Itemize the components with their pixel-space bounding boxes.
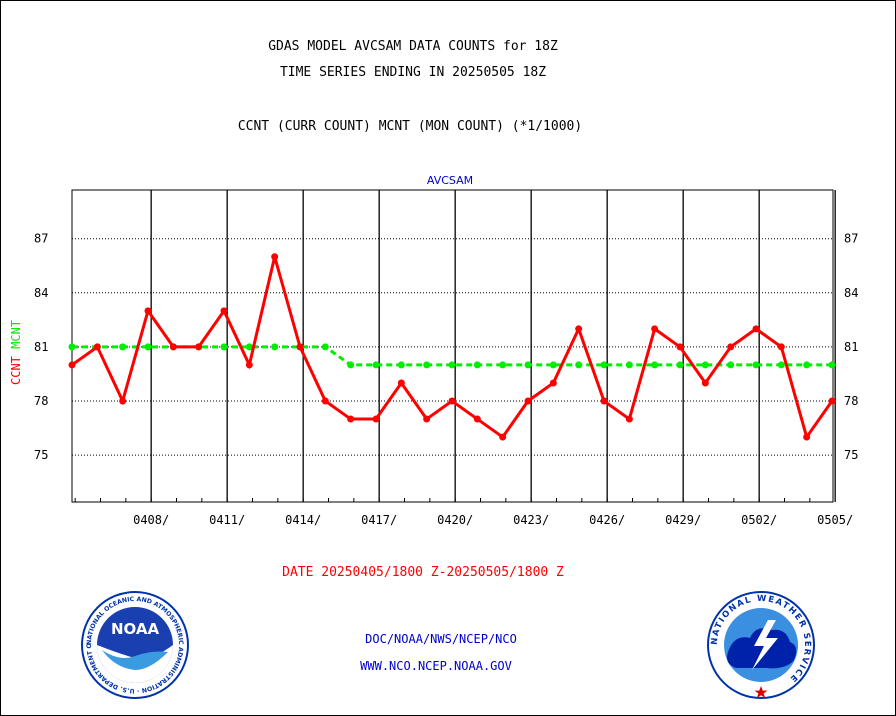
ccnt-point (777, 343, 785, 351)
ccnt-point (448, 397, 456, 405)
x-tick-label: 0420/ (437, 513, 473, 527)
ccnt-point (93, 343, 101, 351)
ccnt-point (271, 253, 279, 261)
x-tick-label: 0502/ (741, 513, 777, 527)
y-axis-label-ccnt: CCNT (9, 349, 23, 385)
y-axis-label: CCNT MCNT (9, 320, 23, 385)
y-axis-label-mcnt: MCNT (9, 320, 23, 349)
mcnt-point (625, 361, 633, 369)
ccnt-point (752, 325, 760, 333)
chart-series-title: AVCSAM (427, 174, 473, 187)
mcnt-point (676, 361, 684, 369)
y-tick-label-left: 84 (34, 286, 48, 300)
chart-subtitle: CCNT (CURR COUNT) MCNT (MON COUNT) (*1/1… (237, 119, 583, 134)
mcnt-point (549, 361, 557, 369)
mcnt-point (575, 361, 583, 369)
mcnt-point (144, 343, 152, 351)
nws-logo: NATIONAL WEATHER SERVICE (707, 591, 815, 699)
ccnt-point (119, 397, 127, 405)
mcnt-point (448, 361, 456, 369)
mcnt-point (803, 361, 811, 369)
y-tick-label-right: 87 (844, 232, 858, 246)
ccnt-point (397, 379, 405, 387)
noaa-wordmark: NOAA (111, 620, 160, 638)
x-tick-label: 0414/ (285, 513, 321, 527)
mcnt-point (828, 361, 836, 369)
mcnt-point (372, 361, 380, 369)
ccnt-point (68, 361, 76, 369)
ccnt-point (296, 343, 304, 351)
ccnt-point (549, 379, 557, 387)
x-tick-label: 0417/ (361, 513, 397, 527)
mcnt-point (347, 361, 355, 369)
ccnt-point (524, 397, 532, 405)
mcnt-point (600, 361, 608, 369)
ccnt-point (169, 343, 177, 351)
ccnt-point (727, 343, 735, 351)
mcnt-point (68, 343, 76, 351)
ccnt-point (499, 433, 507, 441)
mcnt-point (245, 343, 253, 351)
org-line: DOC/NOAA/NWS/NCEP/NCO (365, 632, 517, 646)
ccnt-point (803, 433, 811, 441)
mcnt-point (701, 361, 709, 369)
ccnt-point (321, 397, 329, 405)
mcnt-point (651, 361, 659, 369)
ccnt-point (473, 415, 481, 423)
ccnt-point (245, 361, 253, 369)
ccnt-point (676, 343, 684, 351)
x-tick-label: 0411/ (209, 513, 245, 527)
chart-title-line-1: GDAS MODEL AVCSAM DATA COUNTS for 18Z (268, 39, 558, 54)
y-tick-label-left: 75 (34, 448, 48, 462)
ccnt-point (575, 325, 583, 333)
mcnt-point (727, 361, 735, 369)
y-tick-label-left: 81 (34, 340, 48, 354)
mcnt-point (321, 343, 329, 351)
ccnt-point (195, 343, 203, 351)
mcnt-point (524, 361, 532, 369)
x-tick-label: 0408/ (133, 513, 169, 527)
ccnt-point (423, 415, 431, 423)
mcnt-point (220, 343, 228, 351)
ccnt-point (701, 379, 709, 387)
y-tick-label-left: 78 (34, 394, 48, 408)
mcnt-point (271, 343, 279, 351)
ccnt-point (347, 415, 355, 423)
ccnt-point (372, 415, 380, 423)
noaa-logo: NOAA NATIONAL OCEANIC AND ATMOSPHERIC AD… (80, 590, 189, 699)
ccnt-point (828, 397, 836, 405)
url-line: WWW.NCO.NCEP.NOAA.GOV (360, 659, 512, 673)
mcnt-point (499, 361, 507, 369)
mcnt-point (752, 361, 760, 369)
mcnt-point (397, 361, 405, 369)
mcnt-point (423, 361, 431, 369)
y-tick-label-right: 78 (844, 394, 858, 408)
y-tick-label-left: 87 (34, 232, 48, 246)
chart-title-line-2: TIME SERIES ENDING IN 20250505 18Z (279, 65, 547, 80)
mcnt-point (777, 361, 785, 369)
mcnt-point (473, 361, 481, 369)
y-tick-label-right: 84 (844, 286, 858, 300)
x-tick-label: 0505/ (817, 513, 853, 527)
ccnt-point (651, 325, 659, 333)
y-tick-label-right: 75 (844, 448, 858, 462)
x-tick-label: 0426/ (589, 513, 625, 527)
mcnt-point (119, 343, 127, 351)
y-tick-label-right: 81 (844, 340, 858, 354)
date-range-label: DATE 20250405/1800 Z-20250505/1800 Z (282, 565, 564, 580)
x-tick-label: 0429/ (665, 513, 701, 527)
ccnt-point (144, 307, 152, 315)
x-tick-label: 0423/ (513, 513, 549, 527)
ccnt-point (625, 415, 633, 423)
ccnt-point (600, 397, 608, 405)
ccnt-point (220, 307, 228, 315)
